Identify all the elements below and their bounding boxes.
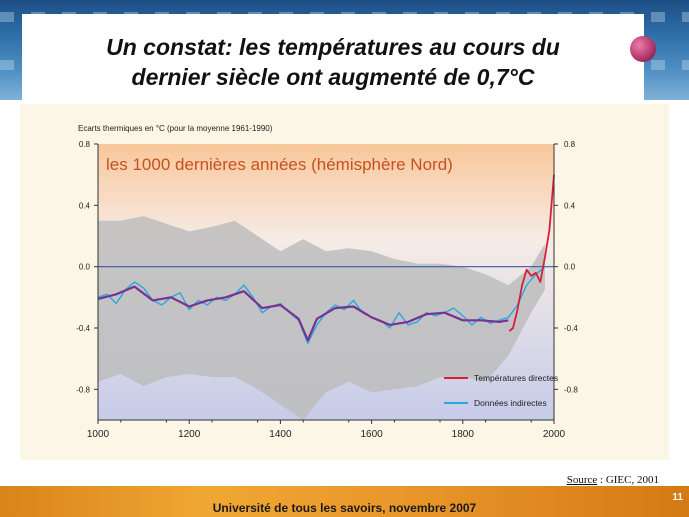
direct-temperature-line — [508, 174, 555, 332]
slide-footer-background — [0, 486, 689, 517]
source-credit: Source : GIEC, 2001 — [567, 474, 659, 486]
y-tick-label-left: 0.4 — [79, 201, 91, 210]
title-box — [22, 14, 644, 102]
smoothed-series-layer — [97, 285, 509, 342]
legend: Températures directes Données indirectes — [444, 373, 558, 408]
y-tick-label-right: -0.8 — [564, 385, 578, 394]
smoothed-series-line — [97, 285, 509, 342]
x-tick-label: 1200 — [178, 429, 201, 440]
y-tick-label-right: 0.0 — [564, 263, 576, 272]
y-tick-label-left: 0.8 — [79, 140, 91, 149]
page-number: 11 — [672, 492, 683, 503]
footer-text: Université de tous les savoirs, novembre… — [212, 501, 477, 515]
y-tick-label-right: -0.4 — [564, 324, 578, 333]
legend-label-direct: Températures directes — [474, 373, 558, 383]
proxy-series-layer — [97, 266, 546, 345]
temperature-chart: Ecarts thermiques en °C (pour la moyenne… — [76, 124, 578, 440]
axes-layer: 1000 1200 1400 1600 1800 2000 0.8 0.4 0.0 -0.4 -0.… — [76, 140, 578, 440]
x-tick-label: 1000 — [87, 429, 110, 440]
proxy-series-line — [97, 266, 546, 345]
direct-series-layer — [508, 174, 555, 332]
y-tick-label-left: -0.8 — [76, 385, 90, 394]
x-tick-label: 1400 — [269, 429, 292, 440]
slide-title-line-2: dernier siècle ont augmenté de 0,7°C — [131, 64, 535, 90]
x-tick-label: 2000 — [543, 429, 566, 440]
y-axis-label: Ecarts thermiques en °C (pour la moyenne… — [78, 124, 273, 133]
y-tick-label-left: 0.0 — [79, 263, 91, 272]
slide-title-line-1: Un constat: les températures au cours du — [106, 34, 560, 60]
slide-title: Un constat: les températures au cours du… — [22, 32, 644, 92]
source-value: : GIEC, 2001 — [597, 474, 659, 486]
y-tick-label-right: 0.8 — [564, 140, 576, 149]
x-tick-label: 1600 — [360, 429, 383, 440]
y-tick-label-right: 0.4 — [564, 201, 576, 210]
y-tick-label-left: -0.4 — [76, 324, 90, 333]
x-tick-label: 1800 — [452, 429, 475, 440]
chart-title: les 1000 dernières années (hémisphère No… — [106, 155, 453, 174]
source-label: Source — [566, 474, 598, 486]
planet-icon — [630, 36, 656, 62]
legend-label-proxy: Données indirectes — [474, 398, 547, 408]
